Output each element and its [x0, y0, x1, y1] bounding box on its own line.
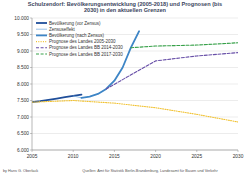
chart: Schulzendorf: Bevölkerungsentwicklung (2…: [0, 0, 250, 177]
y-tick-label: 8.000: [17, 82, 29, 87]
y-axis: [32, 18, 33, 150]
legend-label: Prognose des Landes 2005-2030: [49, 39, 116, 44]
y-tick-label: 7.000: [17, 115, 29, 120]
title-line: 2030) in den aktuellen Grenzen: [84, 7, 167, 13]
legend-swatch: [36, 41, 47, 42]
y-tick-label: 6.500: [17, 131, 29, 136]
legend-label: Prognose des Landes BB 2017-2030: [49, 52, 123, 57]
title-line: Schulzendorf: Bevölkerungsentwicklung (2…: [28, 1, 222, 7]
y-tick-label: 8.500: [17, 65, 29, 70]
y-tick-label: 6.000: [17, 148, 29, 153]
x-tick-label: 2015: [109, 154, 120, 159]
series-line: [32, 101, 238, 122]
x-tick-label: 2030: [233, 154, 244, 159]
grid-line: [32, 67, 238, 68]
y-tick-label: 10.000: [14, 16, 29, 21]
series-line: [131, 43, 238, 48]
grid-line: [32, 18, 238, 19]
title: Schulzendorf: Bevölkerungsentwicklung (2…: [28, 1, 222, 13]
legend-label: Prognose des Landes BB 2014-2030: [49, 45, 123, 50]
author: by Hans G. Oberlack: [3, 169, 38, 173]
y-tick-label: 9.000: [17, 49, 29, 54]
legend-swatch: [36, 47, 47, 48]
y-tick-label: 7.500: [17, 98, 29, 103]
series-line: [73, 96, 81, 98]
legend-swatch: [36, 53, 47, 54]
legend-swatch: [36, 22, 47, 24]
y-tick-label: 9.500: [17, 32, 29, 37]
legend-label: Bevölkerung (nach Zensus): [49, 33, 105, 38]
legend-swatch: [36, 35, 47, 37]
plot-area: [32, 31, 238, 122]
x-axis: [32, 150, 238, 151]
legend-swatch: [36, 29, 47, 30]
legend-label: Bevölkerung (vor Zensus): [49, 21, 101, 26]
series-line: [106, 53, 238, 89]
grid-line: [32, 150, 238, 151]
x-tick-label: 2010: [68, 154, 79, 159]
grid-line: [32, 84, 238, 85]
source: Quellen: Amt für Statistik Berlin-Brande…: [82, 169, 218, 173]
legend-label: Zensuseffekt: [49, 27, 75, 32]
legend: Bevölkerung (vor Zensus)ZensuseffektBevö…: [36, 21, 123, 57]
x-tick-label: 2025: [191, 154, 202, 159]
grid-line: [32, 117, 238, 118]
x-tick-label: 2005: [27, 154, 38, 159]
x-tick-label: 2020: [150, 154, 161, 159]
grid-line: [32, 133, 238, 134]
